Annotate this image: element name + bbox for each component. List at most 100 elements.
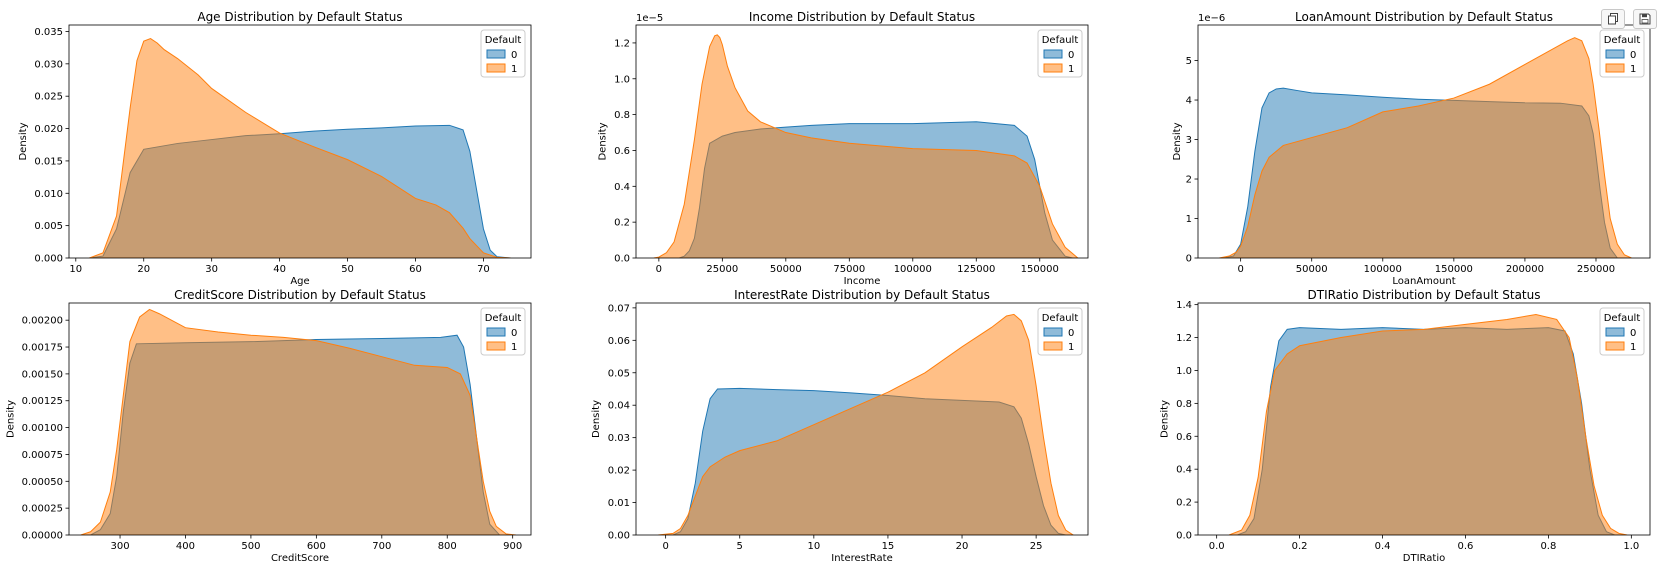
chart-title: Income Distribution by Default Status [749, 10, 975, 24]
y-axis-label: Density [1172, 122, 1183, 160]
y-tick-label: 0.00100 [22, 423, 63, 434]
legend-swatch-0 [1605, 49, 1625, 59]
y-tick-label: 0 [1186, 254, 1192, 265]
y-tick-label: 0.00 [608, 531, 630, 542]
x-axis-label: LoanAmount [1392, 276, 1455, 287]
y-tick-label: 0.035 [34, 27, 63, 38]
x-tick-label: 30 [205, 264, 218, 275]
y-tick-label: 0.00050 [22, 477, 63, 488]
y-tick-label: 0.0 [1176, 531, 1192, 542]
y-tick-label: 0.06 [608, 336, 630, 347]
legend-swatch-1 [1605, 341, 1625, 351]
y-tick-label: 3 [1186, 135, 1192, 146]
x-tick-label: 150000 [1021, 264, 1059, 275]
legend-swatch-0 [1043, 327, 1063, 337]
x-tick-label: 25000 [706, 264, 738, 275]
y-tick-label: 2 [1186, 175, 1192, 186]
legend-label: 0 [1068, 50, 1074, 61]
y-tick-label: 0.2 [1176, 498, 1192, 509]
x-tick-label: 50 [341, 264, 354, 275]
axes-frame [1197, 24, 1651, 259]
y-axis-label: Density [1159, 400, 1170, 438]
y-offset-label: 1e−5 [636, 13, 663, 24]
y-tick-label: 0.015 [34, 156, 63, 167]
x-tick-label: 40 [273, 264, 286, 275]
y-tick-label: 1.0 [614, 74, 630, 85]
density-area-default-1 [1219, 37, 1632, 258]
legend: Default 0 1 [1037, 307, 1083, 356]
x-tick-label: 20 [956, 541, 969, 552]
plot-area [653, 34, 1079, 258]
chart-loanamount: 0 50000 100000 150000 200000 250000 0 1 2 3 4 5 1e−6… [1172, 10, 1651, 287]
y-tick-label: 1.2 [1176, 333, 1192, 344]
y-tick-label: 0.00150 [22, 369, 63, 380]
legend: Default 0 1 [1599, 307, 1645, 356]
y-tick-label: 0.030 [34, 59, 63, 70]
axes-frame [68, 24, 532, 259]
x-tick-label: 25 [1030, 541, 1043, 552]
legend-swatch-0 [486, 49, 506, 59]
y-tick-label: 0.00000 [22, 531, 63, 542]
axes-frame [1197, 302, 1651, 536]
y-tick-label: 0.020 [34, 124, 63, 135]
y-tick-label: 1.2 [614, 38, 630, 49]
y-tick-label: 0.00200 [22, 316, 63, 327]
y-tick-label: 0.6 [1176, 432, 1192, 443]
y-tick-label: 4 [1186, 96, 1192, 107]
y-axis-label: Density [6, 400, 17, 438]
x-tick-label: 600 [307, 541, 326, 552]
x-tick-label: 0.6 [1458, 541, 1474, 552]
legend-label: 0 [1630, 50, 1636, 61]
axes-frame [635, 24, 1089, 259]
y-tick-label: 0.6 [614, 146, 630, 157]
legend-swatch-1 [1043, 63, 1063, 73]
legend-label: 0 [511, 50, 517, 61]
legend-title: Default [1042, 313, 1079, 324]
y-axis-label: Density [591, 400, 602, 438]
legend: Default 0 1 [480, 29, 526, 78]
x-tick-label: 15 [882, 541, 895, 552]
x-tick-label: 0 [1237, 264, 1243, 275]
x-tick-label: 700 [372, 541, 391, 552]
x-tick-label: 250000 [1577, 264, 1615, 275]
x-axis-label: DTIRatio [1403, 553, 1445, 564]
y-tick-label: 0.005 [34, 221, 63, 232]
legend-label: 1 [511, 64, 517, 75]
legend-label: 1 [1068, 342, 1074, 353]
legend: Default 0 1 [1037, 29, 1083, 78]
chart-age: 10 20 30 40 50 60 700.0000.0050.0100.0150.0200… [18, 10, 532, 287]
x-tick-label: 150000 [1435, 264, 1473, 275]
save-button[interactable] [1633, 9, 1657, 29]
x-tick-label: 300 [110, 541, 129, 552]
chart-title: LoanAmount Distribution by Default Statu… [1295, 10, 1553, 24]
x-tick-label: 50000 [770, 264, 802, 275]
x-tick-label: 50000 [1296, 264, 1328, 275]
legend-label: 0 [1068, 328, 1074, 339]
legend-label: 1 [1630, 64, 1636, 75]
x-axis-label: Age [290, 276, 309, 287]
legend-label: 1 [1068, 64, 1074, 75]
plot-area [1228, 314, 1628, 535]
legend-swatch-1 [486, 63, 506, 73]
x-tick-label: 70 [477, 264, 490, 275]
y-tick-label: 1 [1186, 214, 1192, 225]
x-tick-label: 200000 [1506, 264, 1544, 275]
y-tick-label: 0.8 [614, 110, 630, 121]
plot-area [658, 313, 1075, 535]
copy-button[interactable] [1601, 9, 1625, 29]
y-tick-label: 0.000 [34, 254, 63, 265]
x-tick-label: 125000 [957, 264, 995, 275]
y-tick-label: 0.8 [1176, 399, 1192, 410]
legend-label: 0 [1630, 328, 1636, 339]
x-tick-label: 0 [656, 264, 662, 275]
x-tick-label: 20 [137, 264, 150, 275]
density-area-default-1 [658, 313, 1075, 535]
chart-title: DTIRatio Distribution by Default Status [1308, 288, 1541, 302]
x-tick-label: 10 [807, 541, 820, 552]
y-axis-label: Density [597, 122, 608, 160]
y-tick-label: 1.4 [1176, 300, 1192, 311]
y-tick-label: 0.010 [34, 189, 63, 200]
y-tick-label: 0.00075 [22, 450, 63, 461]
plot-area [89, 38, 511, 258]
